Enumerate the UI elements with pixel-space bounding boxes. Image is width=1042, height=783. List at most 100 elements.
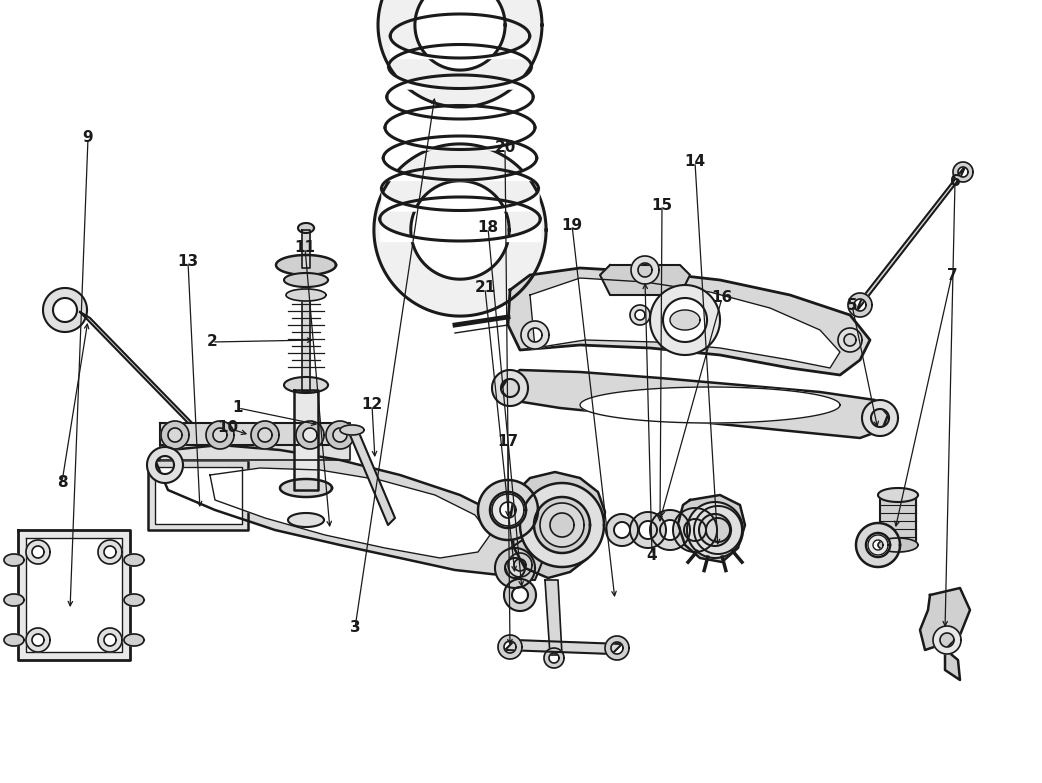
Polygon shape <box>544 648 564 668</box>
Polygon shape <box>478 480 538 540</box>
Polygon shape <box>284 377 328 393</box>
Polygon shape <box>26 538 122 652</box>
Polygon shape <box>326 421 354 449</box>
Polygon shape <box>280 479 332 497</box>
Text: 1: 1 <box>232 400 243 416</box>
Polygon shape <box>294 390 318 490</box>
Polygon shape <box>508 553 532 577</box>
Polygon shape <box>605 636 629 660</box>
Text: 17: 17 <box>497 435 519 449</box>
Polygon shape <box>838 328 862 352</box>
Polygon shape <box>545 580 562 655</box>
Polygon shape <box>148 460 248 530</box>
Text: 8: 8 <box>56 474 68 489</box>
Polygon shape <box>650 510 690 550</box>
Text: 11: 11 <box>295 240 316 255</box>
Polygon shape <box>26 540 50 564</box>
Text: 10: 10 <box>218 420 239 435</box>
Text: 12: 12 <box>362 398 382 413</box>
Text: 14: 14 <box>685 154 705 169</box>
Polygon shape <box>206 421 234 449</box>
Polygon shape <box>378 0 542 107</box>
Polygon shape <box>673 508 717 552</box>
Polygon shape <box>498 635 522 659</box>
Polygon shape <box>505 640 622 654</box>
Polygon shape <box>580 387 840 423</box>
Polygon shape <box>124 634 144 646</box>
Polygon shape <box>340 425 364 435</box>
Polygon shape <box>500 535 545 580</box>
Polygon shape <box>296 421 324 449</box>
Text: 3: 3 <box>350 620 361 636</box>
Polygon shape <box>510 472 605 578</box>
Text: 6: 6 <box>949 175 961 189</box>
Polygon shape <box>147 447 183 483</box>
Polygon shape <box>124 554 144 566</box>
Polygon shape <box>302 230 311 268</box>
Polygon shape <box>600 265 690 295</box>
Polygon shape <box>855 165 966 312</box>
Text: 13: 13 <box>177 254 199 269</box>
Polygon shape <box>520 483 604 567</box>
Polygon shape <box>298 223 314 233</box>
Text: 18: 18 <box>477 221 498 236</box>
Polygon shape <box>530 278 840 368</box>
Text: 7: 7 <box>947 268 958 283</box>
Polygon shape <box>878 538 918 552</box>
Polygon shape <box>124 594 144 606</box>
Polygon shape <box>155 445 525 575</box>
Polygon shape <box>276 255 336 275</box>
Polygon shape <box>504 579 536 611</box>
Polygon shape <box>953 162 973 182</box>
Polygon shape <box>508 268 870 375</box>
Polygon shape <box>492 494 524 526</box>
Polygon shape <box>251 421 279 449</box>
Polygon shape <box>933 626 961 654</box>
Polygon shape <box>350 428 395 525</box>
Text: 15: 15 <box>651 197 672 212</box>
Text: 16: 16 <box>712 290 733 305</box>
Polygon shape <box>374 144 546 316</box>
Polygon shape <box>210 468 490 558</box>
Polygon shape <box>18 530 130 660</box>
Polygon shape <box>606 514 638 546</box>
Polygon shape <box>920 588 970 680</box>
Text: 2: 2 <box>206 334 218 349</box>
Text: 19: 19 <box>562 218 582 233</box>
Polygon shape <box>98 628 122 652</box>
Polygon shape <box>878 488 918 502</box>
Polygon shape <box>98 540 122 564</box>
Polygon shape <box>4 554 24 566</box>
Polygon shape <box>26 628 50 652</box>
Polygon shape <box>630 512 666 548</box>
Polygon shape <box>678 495 745 562</box>
Polygon shape <box>540 503 584 547</box>
Polygon shape <box>500 370 888 438</box>
Polygon shape <box>155 467 242 524</box>
Polygon shape <box>631 256 659 284</box>
Polygon shape <box>650 285 720 355</box>
Text: 5: 5 <box>847 298 858 312</box>
Text: 21: 21 <box>474 280 496 295</box>
Polygon shape <box>80 312 200 431</box>
Polygon shape <box>880 495 916 545</box>
Text: 20: 20 <box>494 140 516 156</box>
Polygon shape <box>857 523 900 567</box>
Polygon shape <box>670 310 700 330</box>
Polygon shape <box>162 421 189 449</box>
Polygon shape <box>286 289 326 301</box>
Polygon shape <box>868 535 888 555</box>
Polygon shape <box>160 423 350 445</box>
Polygon shape <box>288 513 324 527</box>
Text: 9: 9 <box>82 131 94 146</box>
Polygon shape <box>848 293 872 317</box>
Polygon shape <box>521 321 549 349</box>
Polygon shape <box>160 445 350 460</box>
Text: 4: 4 <box>647 547 658 562</box>
Polygon shape <box>694 506 742 554</box>
Polygon shape <box>862 400 898 436</box>
Polygon shape <box>43 288 86 332</box>
Polygon shape <box>630 305 650 325</box>
Polygon shape <box>4 594 24 606</box>
Polygon shape <box>687 502 743 558</box>
